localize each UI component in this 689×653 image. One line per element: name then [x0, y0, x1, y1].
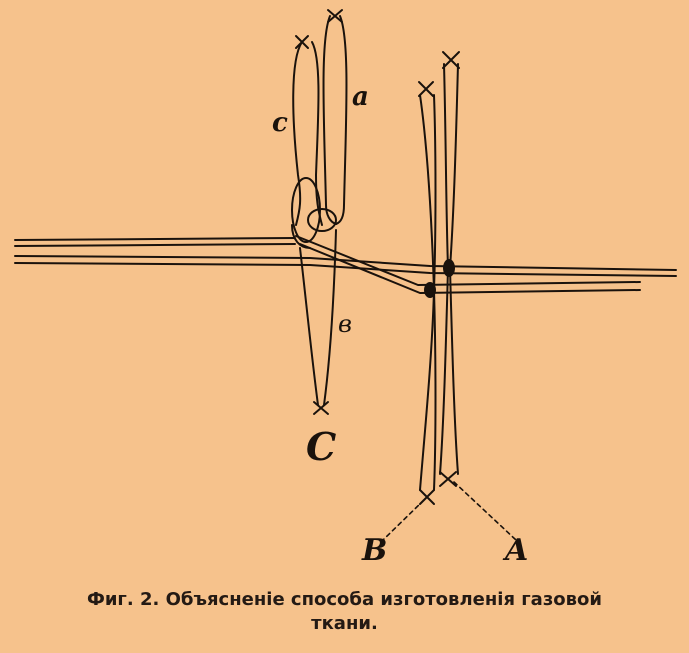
crossing-nodes: [424, 259, 455, 298]
knot: [291, 177, 337, 249]
figure-caption: Фиг. 2. Объясненіе способа изготовленія …: [0, 588, 689, 637]
loop-b: [299, 229, 337, 415]
label-b: в: [338, 310, 352, 338]
label-C: C: [306, 424, 337, 469]
caption-line-1: Фиг. 2. Объясненіе способа изготовленія …: [86, 589, 603, 610]
loop-c: [292, 35, 323, 226]
label-c: c: [272, 108, 288, 138]
diagonal-thread: [295, 235, 641, 294]
weft-thread-upper: [14, 237, 296, 247]
weave-diagram: [14, 9, 677, 541]
caption-line-2: ткани.: [311, 613, 378, 635]
leader-lines: [382, 481, 517, 541]
label-a: a: [352, 82, 369, 112]
label-B: B: [362, 533, 388, 568]
weft-thread-lower: [14, 255, 677, 277]
loop-a: [322, 9, 348, 225]
label-A: A: [505, 533, 529, 568]
